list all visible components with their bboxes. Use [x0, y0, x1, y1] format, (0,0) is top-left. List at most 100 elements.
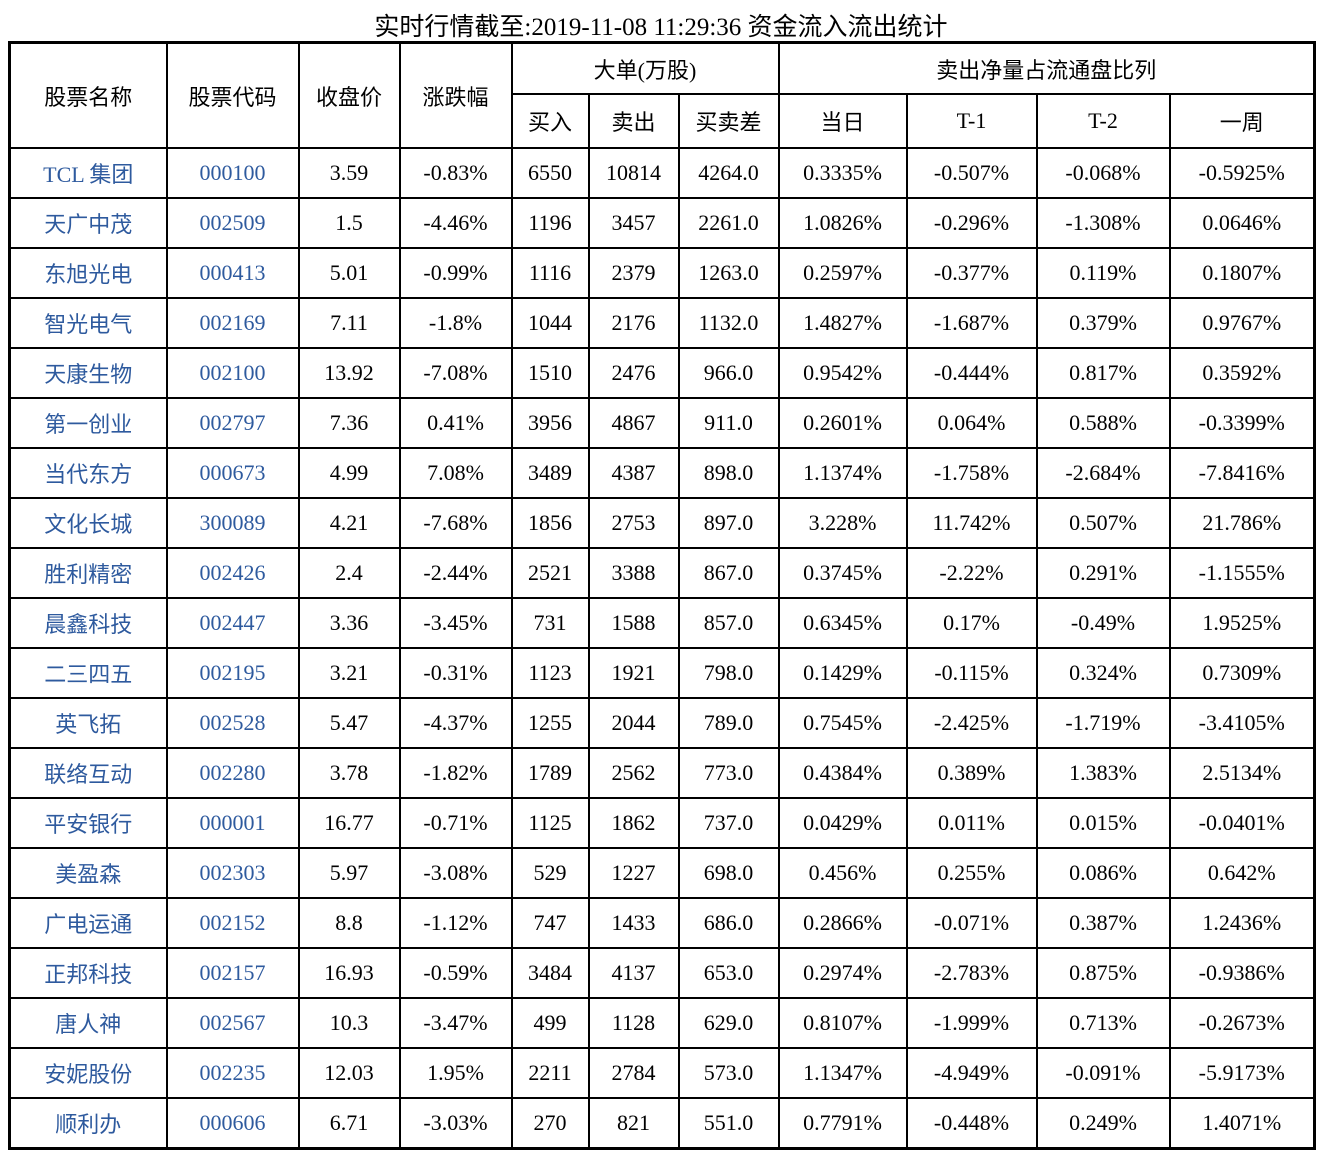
cell-week: -0.9386%	[1168, 947, 1316, 999]
table-row: 英飞拓 002528 5.47 -4.37% 1255 2044 789.0 0.7545% -…	[8, 697, 1316, 749]
cell-change: -4.37%	[398, 697, 513, 749]
cell-sell: 2753	[587, 497, 680, 549]
cell-code: 002797	[165, 397, 300, 449]
table-row: 美盈森 002303 5.97 -3.08% 529 1227 698.0 0.456% 0.2…	[8, 847, 1316, 899]
cell-t2: 0.588%	[1035, 397, 1171, 449]
cell-t2: 0.015%	[1035, 797, 1171, 849]
cell-buy: 1255	[510, 697, 590, 749]
cell-sell: 4137	[587, 947, 680, 999]
cell-day: 0.9542%	[777, 347, 908, 399]
cell-name: 当代东方	[8, 447, 168, 499]
cell-week: 0.1807%	[1168, 247, 1316, 299]
cell-sell: 1227	[587, 847, 680, 899]
cell-day: 1.0826%	[777, 197, 908, 249]
cell-t1: 0.389%	[905, 747, 1038, 799]
cell-week: 0.9767%	[1168, 297, 1316, 349]
cell-sell: 10814	[587, 147, 680, 199]
cell-name: 英飞拓	[8, 697, 168, 749]
cell-week: 21.786%	[1168, 497, 1316, 549]
cell-code: 002509	[165, 197, 300, 249]
cell-diff: 966.0	[677, 347, 780, 399]
cell-day: 0.4384%	[777, 747, 908, 799]
cell-t1: -0.296%	[905, 197, 1038, 249]
cell-diff: 2261.0	[677, 197, 780, 249]
cell-change: 0.41%	[398, 397, 513, 449]
cell-code: 300089	[165, 497, 300, 549]
table-row: 智光电气 002169 7.11 -1.8% 1044 2176 1132.0 1.4827%…	[8, 297, 1316, 349]
cell-day: 0.3745%	[777, 547, 908, 599]
cell-week: 0.7309%	[1168, 647, 1316, 699]
cell-day: 1.1347%	[777, 1047, 908, 1099]
cell-sell: 821	[587, 1097, 680, 1150]
cell-buy: 731	[510, 597, 590, 649]
cell-week: -3.4105%	[1168, 697, 1316, 749]
cell-code: 000001	[165, 797, 300, 849]
cell-code: 000100	[165, 147, 300, 199]
cell-sell: 1128	[587, 997, 680, 1049]
cell-code: 002426	[165, 547, 300, 599]
cell-week: 1.2436%	[1168, 897, 1316, 949]
cell-week: 0.3592%	[1168, 347, 1316, 399]
cell-close: 5.01	[297, 247, 401, 299]
cell-buy: 3956	[510, 397, 590, 449]
cell-t2: -0.068%	[1035, 147, 1171, 199]
header-close-price: 收盘价	[297, 41, 401, 149]
cell-name: 天广中茂	[8, 197, 168, 249]
cell-diff: 629.0	[677, 997, 780, 1049]
cell-change: -7.68%	[398, 497, 513, 549]
cell-close: 3.59	[297, 147, 401, 199]
cell-t1: -1.758%	[905, 447, 1038, 499]
cell-day: 0.3335%	[777, 147, 908, 199]
cell-name: 安妮股份	[8, 1047, 168, 1099]
cell-code: 002195	[165, 647, 300, 699]
cell-diff: 798.0	[677, 647, 780, 699]
cell-close: 4.21	[297, 497, 401, 549]
table-row: 文化长城 300089 4.21 -7.68% 1856 2753 897.0 3.228% 1…	[8, 497, 1316, 549]
cell-change: 7.08%	[398, 447, 513, 499]
cell-close: 5.97	[297, 847, 401, 899]
cell-diff: 1132.0	[677, 297, 780, 349]
cell-name: 美盈森	[8, 847, 168, 899]
cell-diff: 773.0	[677, 747, 780, 799]
cell-close: 1.5	[297, 197, 401, 249]
table-row: 第一创业 002797 7.36 0.41% 3956 4867 911.0 0.2601% 0…	[8, 397, 1316, 449]
cell-t2: 0.379%	[1035, 297, 1171, 349]
cell-change: -3.47%	[398, 997, 513, 1049]
table-row: 平安银行 000001 16.77 -0.71% 1125 1862 737.0 0.0429…	[8, 797, 1316, 849]
table-row: 唐人神 002567 10.3 -3.47% 499 1128 629.0 0.8107% -1…	[8, 997, 1316, 1049]
cell-diff: 898.0	[677, 447, 780, 499]
cell-week: 1.4071%	[1168, 1097, 1316, 1150]
cell-name: TCL 集团	[8, 147, 168, 199]
cell-t2: 1.383%	[1035, 747, 1171, 799]
header-group-row: 股票名称 股票代码 收盘价 涨跌幅 大单(万股) 卖出净量占流通盘比列	[8, 41, 1316, 149]
cell-t2: 0.713%	[1035, 997, 1171, 1049]
cell-change: 1.95%	[398, 1047, 513, 1099]
cell-sell: 3388	[587, 547, 680, 599]
cell-t1: -2.783%	[905, 947, 1038, 999]
table-row: 安妮股份 002235 12.03 1.95% 2211 2784 573.0 1.1347%…	[8, 1047, 1316, 1099]
cell-sell: 4867	[587, 397, 680, 449]
cell-change: -7.08%	[398, 347, 513, 399]
cell-t1: 0.17%	[905, 597, 1038, 649]
table-row: 二三四五 002195 3.21 -0.31% 1123 1921 798.0 0.1429%…	[8, 647, 1316, 699]
cell-buy: 2521	[510, 547, 590, 599]
cell-week: 2.5134%	[1168, 747, 1316, 799]
cell-close: 4.99	[297, 447, 401, 499]
cell-close: 7.36	[297, 397, 401, 449]
cell-t1: 11.742%	[905, 497, 1038, 549]
cell-day: 0.6345%	[777, 597, 908, 649]
cell-diff: 737.0	[677, 797, 780, 849]
cell-diff: 911.0	[677, 397, 780, 449]
header-buy: 买入	[510, 93, 590, 149]
cell-diff: 698.0	[677, 847, 780, 899]
cell-change: -3.03%	[398, 1097, 513, 1150]
cell-sell: 1862	[587, 797, 680, 849]
header-big-order-group: 大单(万股)	[510, 41, 780, 95]
cell-name: 智光电气	[8, 297, 168, 349]
cell-week: -0.5925%	[1168, 147, 1316, 199]
header-week: 一周	[1168, 93, 1316, 149]
cell-buy: 747	[510, 897, 590, 949]
cell-t2: 0.324%	[1035, 647, 1171, 699]
cell-buy: 1196	[510, 197, 590, 249]
table-row: 天康生物 002100 13.92 -7.08% 1510 2476 966.0 0.9542…	[8, 347, 1316, 399]
